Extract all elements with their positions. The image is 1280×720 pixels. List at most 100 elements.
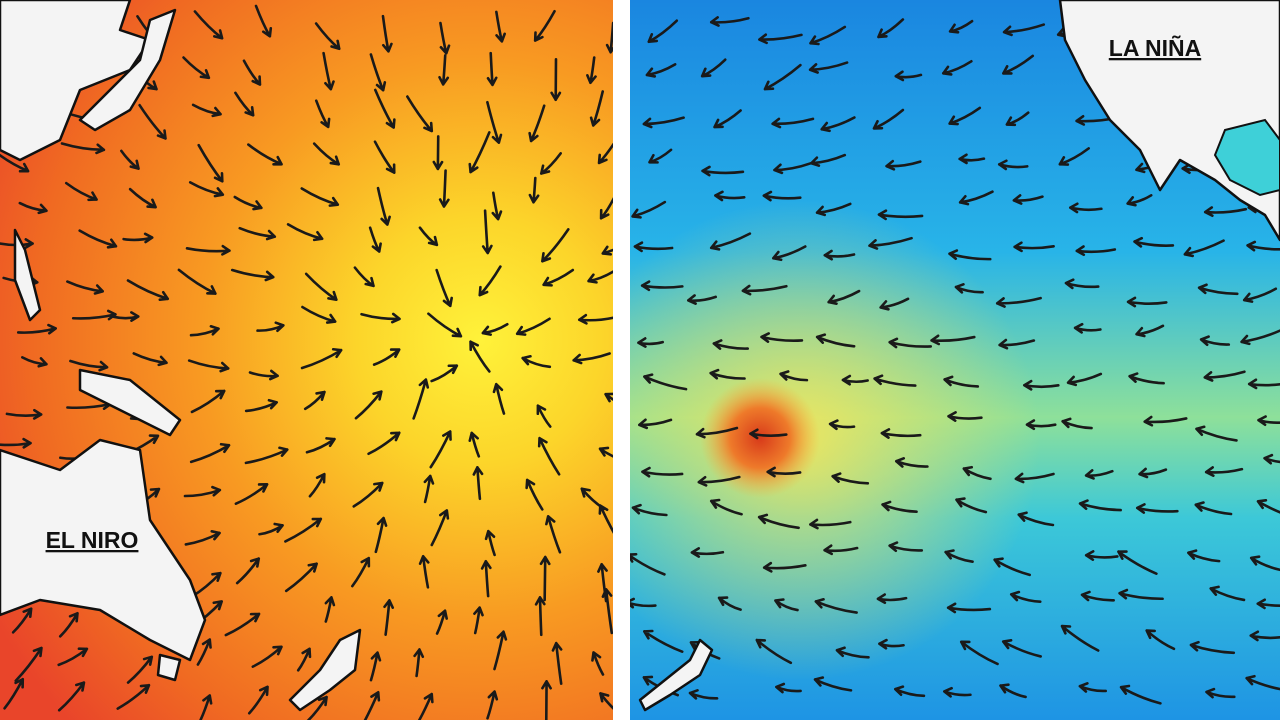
wind-arrow bbox=[304, 272, 338, 301]
wind-arrow bbox=[1189, 640, 1236, 655]
wind-arrow bbox=[1014, 472, 1055, 484]
wind-arrow bbox=[878, 638, 905, 650]
wind-arrow bbox=[480, 560, 492, 598]
wind-arrow bbox=[199, 694, 213, 720]
wind-arrow bbox=[894, 685, 926, 698]
japan bbox=[78, 8, 177, 132]
wind-arrow bbox=[645, 63, 677, 78]
wind-arrow bbox=[749, 428, 788, 440]
wind-arrow bbox=[406, 95, 434, 133]
wind-arrow bbox=[1012, 194, 1044, 205]
wind-arrow bbox=[484, 529, 496, 557]
wind-arrow bbox=[631, 200, 667, 219]
wind-arrow bbox=[324, 596, 336, 623]
wind-arrow bbox=[598, 504, 613, 534]
wind-arrow bbox=[948, 19, 974, 34]
wind-arrow bbox=[383, 599, 395, 636]
wind-arrow bbox=[1203, 370, 1246, 382]
wind-arrow bbox=[353, 266, 375, 288]
wind-arrow bbox=[244, 446, 289, 465]
wind-arrow bbox=[376, 186, 391, 226]
wind-arrow bbox=[1118, 588, 1164, 601]
wind-arrow bbox=[233, 195, 263, 211]
wind-arrow bbox=[1203, 206, 1248, 218]
wind-arrow bbox=[126, 279, 170, 302]
wind-arrow bbox=[189, 324, 220, 337]
wind-arrow bbox=[126, 655, 154, 684]
wind-arrow bbox=[601, 588, 613, 635]
wind-arrow bbox=[815, 202, 852, 217]
wind-arrow bbox=[1117, 550, 1158, 575]
wind-arrow bbox=[550, 58, 562, 102]
wind-arrow bbox=[1204, 466, 1244, 477]
philippines bbox=[13, 228, 42, 322]
wind-arrow bbox=[1069, 202, 1103, 214]
wind-arrow bbox=[182, 56, 211, 80]
wind-arrow bbox=[128, 187, 157, 209]
wind-arrow bbox=[643, 629, 684, 653]
wind-arrow bbox=[368, 226, 382, 253]
wind-arrow bbox=[116, 683, 151, 710]
wind-arrow bbox=[597, 142, 613, 165]
wind-arrow bbox=[196, 638, 212, 666]
wind-arrow bbox=[230, 268, 275, 282]
wind-arrow bbox=[755, 638, 793, 665]
wind-arrow bbox=[64, 181, 98, 202]
wind-arrow bbox=[300, 347, 343, 370]
wind-arrow bbox=[541, 680, 552, 720]
wind-arrow bbox=[191, 103, 222, 118]
wind-arrow bbox=[1009, 590, 1042, 604]
wind-arrow bbox=[601, 245, 613, 256]
wind-arrow bbox=[1078, 499, 1122, 512]
wind-arrow bbox=[491, 191, 503, 221]
wind-arrow bbox=[430, 364, 459, 383]
wind-arrow bbox=[762, 561, 807, 573]
wind-arrow bbox=[435, 609, 448, 635]
wind-arrow bbox=[1256, 498, 1280, 514]
wind-arrow bbox=[709, 232, 752, 251]
panel-label: EL NIRO bbox=[46, 527, 139, 553]
wind-arrow bbox=[820, 116, 856, 133]
wind-arrow bbox=[305, 437, 336, 454]
wind-arrow bbox=[1017, 511, 1055, 527]
wind-arrow bbox=[412, 378, 430, 420]
wind-arrow bbox=[687, 294, 718, 305]
wind-arrow bbox=[1183, 239, 1225, 258]
wind-arrow bbox=[352, 481, 384, 508]
wind-arrow bbox=[758, 33, 803, 45]
wind-arrow bbox=[234, 483, 269, 505]
wind-arrow bbox=[586, 56, 597, 85]
wind-arrow bbox=[427, 312, 463, 338]
wind-arrow bbox=[254, 4, 273, 38]
wind-arrow bbox=[741, 284, 788, 296]
wind-arrow bbox=[809, 518, 852, 530]
wind-arrow bbox=[1199, 335, 1231, 347]
wind-arrow bbox=[1246, 240, 1280, 252]
wind-arrow bbox=[258, 522, 284, 536]
wind-arrow bbox=[369, 53, 387, 92]
wind-arrow bbox=[713, 109, 742, 129]
asia bbox=[0, 0, 152, 162]
wind-arrow bbox=[881, 500, 918, 514]
wind-arrow bbox=[647, 19, 679, 44]
wind-arrow bbox=[877, 18, 905, 39]
wind-arrow bbox=[701, 165, 745, 177]
wind-arrow bbox=[71, 309, 117, 321]
wind-arrow bbox=[1002, 23, 1046, 37]
wind-arrow bbox=[954, 282, 984, 294]
new-guinea bbox=[78, 368, 182, 437]
wind-arrow bbox=[284, 562, 318, 593]
wind-arrow bbox=[697, 475, 741, 487]
wind-arrow bbox=[1066, 372, 1103, 387]
wind-arrow bbox=[472, 466, 484, 501]
wind-arrow bbox=[14, 646, 43, 683]
wind-arrow bbox=[1061, 417, 1093, 430]
wind-arrow bbox=[1126, 296, 1168, 308]
wind-arrow bbox=[944, 549, 974, 564]
wind-arrow bbox=[468, 131, 491, 174]
wind-arrow bbox=[709, 16, 750, 27]
wind-arrow bbox=[774, 598, 799, 612]
wind-arrow bbox=[360, 312, 401, 324]
wind-arrow bbox=[823, 544, 859, 556]
